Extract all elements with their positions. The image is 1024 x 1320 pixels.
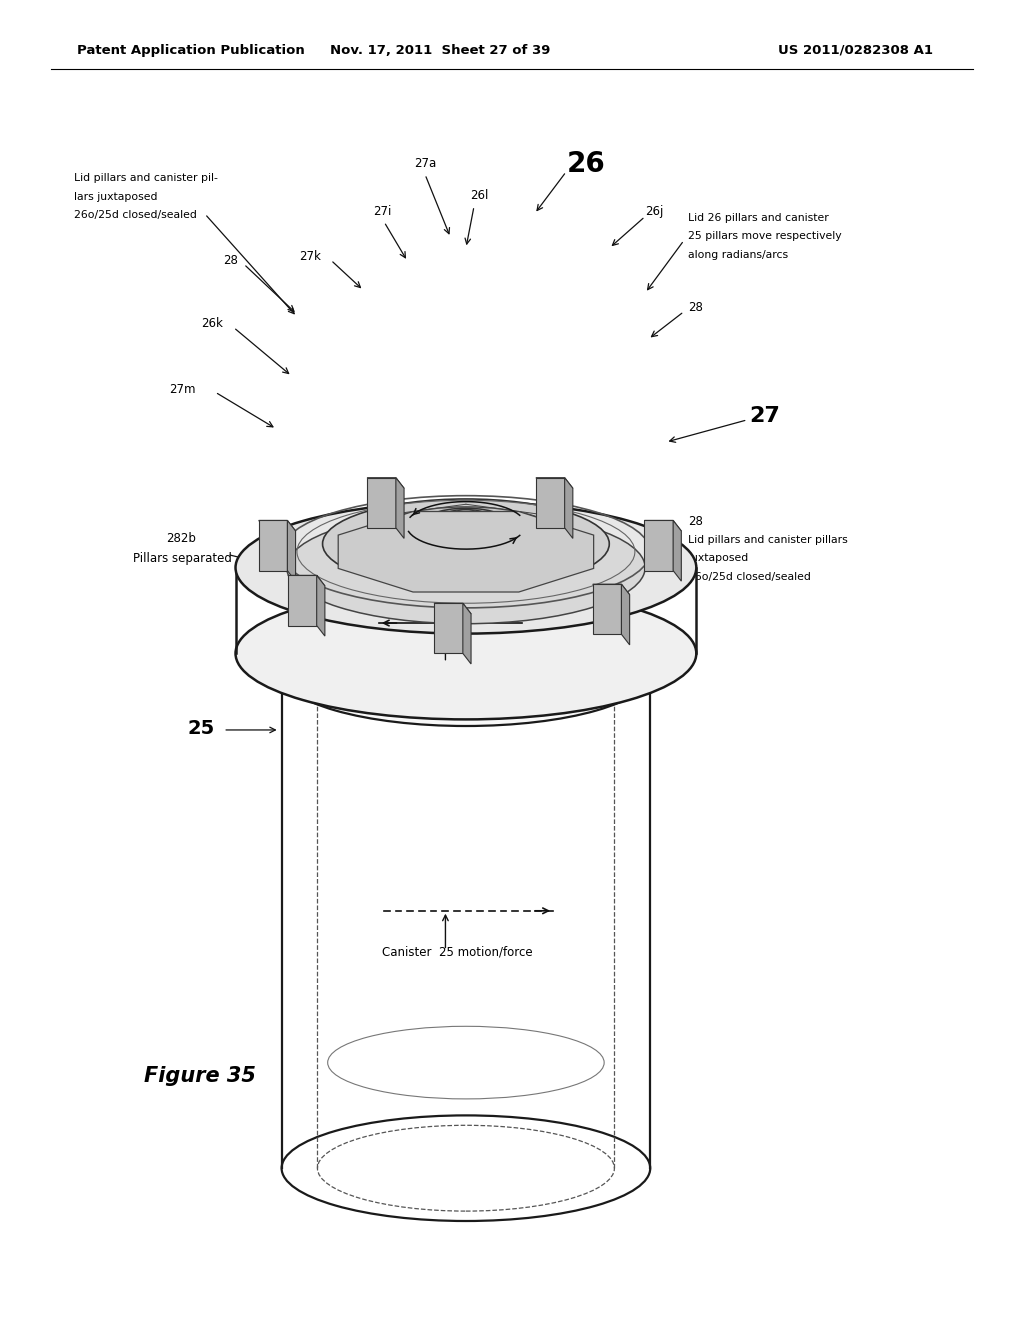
Polygon shape <box>288 520 296 581</box>
Ellipse shape <box>282 620 650 726</box>
Text: 27k: 27k <box>299 249 322 263</box>
Text: 26o/25d closed/sealed: 26o/25d closed/sealed <box>688 572 811 582</box>
Polygon shape <box>644 520 673 570</box>
Polygon shape <box>463 603 471 664</box>
Text: GAP: GAP <box>458 537 474 545</box>
Polygon shape <box>536 478 564 528</box>
Text: Canister  25 motion/force: Canister 25 motion/force <box>382 945 534 958</box>
Text: 26o/25d closed/sealed: 26o/25d closed/sealed <box>74 210 197 220</box>
Polygon shape <box>593 585 630 595</box>
Polygon shape <box>368 478 396 528</box>
Polygon shape <box>536 478 572 488</box>
Text: 25: 25 <box>187 719 215 738</box>
Polygon shape <box>434 603 463 653</box>
Polygon shape <box>368 478 404 488</box>
Text: Lid pillars and canister pillars: Lid pillars and canister pillars <box>688 535 848 545</box>
Ellipse shape <box>418 508 515 548</box>
Text: along radians/arcs: along radians/arcs <box>688 249 788 260</box>
Text: juxtaposed: juxtaposed <box>688 553 749 564</box>
Text: Pillars separated: Pillars separated <box>133 552 232 565</box>
Polygon shape <box>338 512 594 591</box>
Text: 27: 27 <box>750 405 780 426</box>
Text: 26j: 26j <box>645 205 664 218</box>
Polygon shape <box>396 478 404 539</box>
Polygon shape <box>564 478 572 539</box>
Polygon shape <box>622 585 630 645</box>
Text: 28: 28 <box>223 253 239 267</box>
Text: 27i: 27i <box>373 205 391 218</box>
Text: 26l: 26l <box>470 189 488 202</box>
Text: 27a: 27a <box>414 157 436 170</box>
Ellipse shape <box>369 507 563 570</box>
Text: 26k: 26k <box>201 317 222 330</box>
Text: lars juxtaposed: lars juxtaposed <box>74 191 158 202</box>
Text: 25 pillars move respectively: 25 pillars move respectively <box>688 231 842 242</box>
Polygon shape <box>434 603 471 614</box>
Text: Nov. 17, 2011  Sheet 27 of 39: Nov. 17, 2011 Sheet 27 of 39 <box>330 44 551 57</box>
Text: Lid pillars and canister pil-: Lid pillars and canister pil- <box>74 173 218 183</box>
Text: Figure 35: Figure 35 <box>143 1065 256 1086</box>
Ellipse shape <box>287 511 645 624</box>
Polygon shape <box>673 520 681 581</box>
Text: US 2011/0282308 A1: US 2011/0282308 A1 <box>778 44 933 57</box>
Ellipse shape <box>323 499 609 589</box>
Polygon shape <box>644 520 681 531</box>
Polygon shape <box>259 520 296 531</box>
Text: 28: 28 <box>688 301 703 314</box>
Ellipse shape <box>435 510 497 536</box>
Text: Lid 26 pillars and canister: Lid 26 pillars and canister <box>688 213 828 223</box>
Text: Lid 26 motion/force: Lid 26 motion/force <box>388 657 503 671</box>
Ellipse shape <box>236 587 696 719</box>
Text: 282b: 282b <box>166 532 196 545</box>
Ellipse shape <box>389 511 543 561</box>
Polygon shape <box>259 520 288 570</box>
Ellipse shape <box>451 510 481 525</box>
Text: 28: 28 <box>688 515 703 528</box>
Text: Patent Application Publication: Patent Application Publication <box>77 44 304 57</box>
Text: 26: 26 <box>566 149 605 178</box>
Ellipse shape <box>236 502 696 634</box>
Text: 27m: 27m <box>169 383 196 396</box>
Polygon shape <box>288 576 325 586</box>
Polygon shape <box>288 576 316 626</box>
Polygon shape <box>593 585 622 635</box>
Polygon shape <box>316 576 325 636</box>
